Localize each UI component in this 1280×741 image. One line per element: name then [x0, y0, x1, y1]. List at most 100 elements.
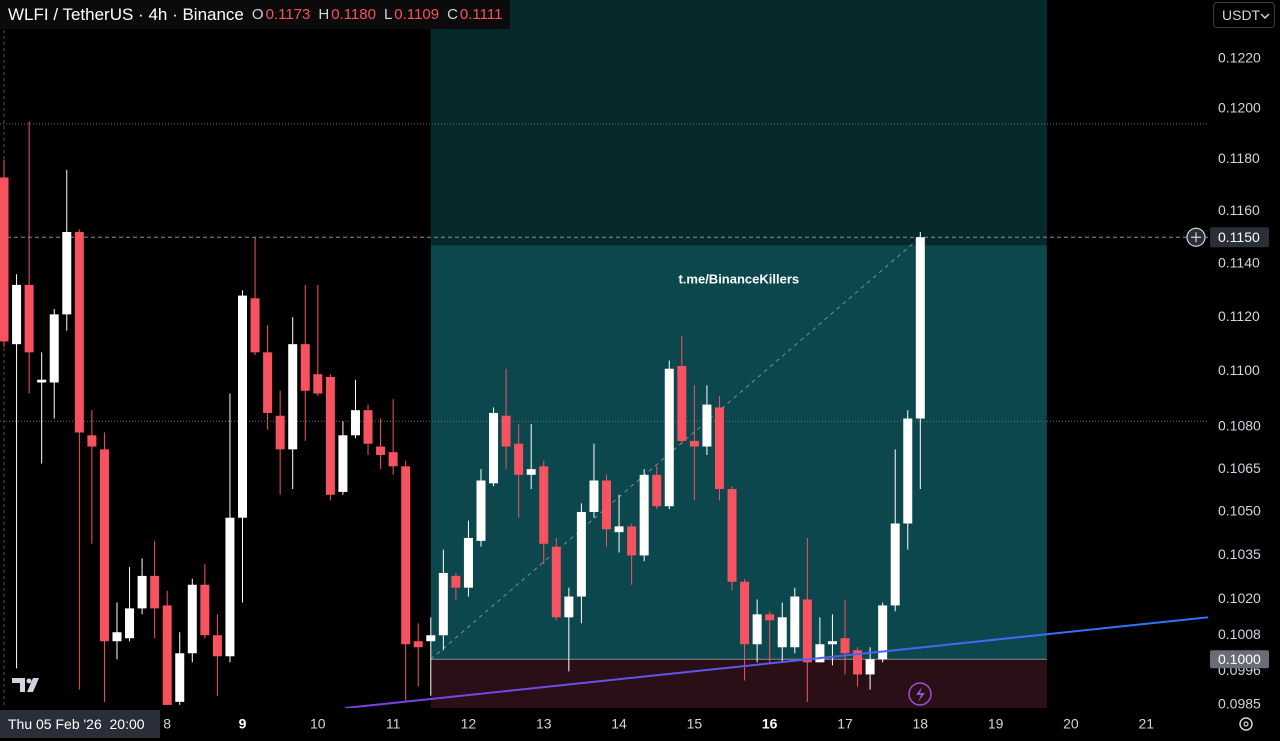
candle-body — [777, 617, 787, 648]
last-price-box — [1210, 227, 1269, 248]
candle-body — [288, 344, 298, 450]
candle-body — [677, 366, 687, 441]
currency-label: USDT — [1222, 7, 1261, 23]
candle-body — [903, 418, 913, 524]
candle-body — [426, 635, 436, 642]
candle-body — [727, 489, 737, 582]
candle-body — [827, 641, 837, 645]
candle-body — [627, 526, 637, 556]
candle-body — [614, 526, 624, 533]
candle-body — [350, 410, 360, 436]
ohlc-key: H — [318, 6, 330, 23]
candle-body — [212, 635, 222, 657]
candle-body — [501, 415, 511, 447]
y-tick-label: 0.1120 — [1218, 308, 1260, 324]
candle-body — [12, 284, 22, 345]
y-tick-label: 0.1035 — [1218, 546, 1261, 562]
currency-dropdown[interactable]: USDT — [1213, 2, 1275, 28]
candle-body — [702, 404, 712, 447]
tradingview-logo — [12, 678, 39, 692]
candle-body — [714, 407, 724, 490]
candle-body — [551, 546, 561, 618]
candle-body — [890, 523, 900, 606]
settings-icon[interactable] — [1239, 717, 1253, 731]
candle-body — [112, 632, 122, 642]
ohlc-value: 0.1173 — [265, 6, 311, 23]
symbol-title: WLFI / TetherUS · 4h · Binance — [8, 4, 244, 24]
candle-body — [740, 581, 750, 645]
y-tick-label: 0.1065 — [1218, 460, 1261, 476]
candle-body — [313, 374, 323, 394]
candle-body — [915, 237, 925, 419]
y-tick-label: 0.0985 — [1218, 696, 1261, 712]
y-tick-label: 0.1080 — [1218, 418, 1261, 434]
x-tick-label: 18 — [913, 716, 929, 732]
candle-body — [49, 314, 59, 383]
candle-body — [476, 480, 486, 541]
candle-body — [589, 480, 599, 512]
candle-body — [275, 415, 285, 450]
candle-body — [853, 650, 863, 675]
ohlc-value: 0.1111 — [459, 6, 503, 23]
ohlc-key: L — [383, 6, 393, 23]
candle-body — [689, 440, 699, 447]
ohlc-key: C — [447, 6, 458, 23]
x-tick-label: 15 — [687, 716, 703, 732]
x-tick-label: 8 — [163, 716, 171, 732]
candle-body — [200, 584, 210, 636]
candle-body — [401, 466, 411, 645]
candle-body — [37, 379, 47, 383]
ohlc-value: 0.1109 — [394, 6, 440, 23]
position-diagonal — [430, 236, 921, 660]
x-tick-label: 16 — [762, 716, 778, 732]
x-tick-label: 9 — [239, 716, 247, 732]
candle-body — [125, 608, 135, 639]
chevron-icon — [1260, 13, 1270, 20]
last-price-label: 0.1150 — [1218, 229, 1260, 245]
ohlc-key: O — [251, 6, 264, 23]
candle-body — [652, 474, 662, 507]
watermark: t.me/BinanceKillers — [678, 271, 799, 286]
candle-body — [664, 368, 674, 507]
candle-body — [602, 480, 612, 530]
candle-body — [325, 376, 335, 495]
candle-body — [376, 446, 386, 455]
x-tick-label: 11 — [386, 716, 401, 732]
candle-body — [878, 605, 888, 660]
flash-icon — [908, 682, 932, 706]
crosshair-time-label: Thu 05 Feb '26 20:00 — [0, 710, 160, 738]
candle-body — [576, 511, 586, 597]
x-tick-label: 14 — [611, 716, 627, 732]
flash-bolt — [916, 687, 925, 702]
x-tick-label: 19 — [988, 716, 1004, 732]
ohlc-value: 0.1180 — [331, 6, 376, 23]
candle-body — [250, 298, 260, 353]
y-tick-label: 0.1050 — [1218, 503, 1261, 519]
candle-body — [451, 575, 461, 588]
candle-body — [438, 572, 448, 636]
candle-body — [338, 435, 348, 492]
candle-body — [62, 232, 72, 315]
candle-body — [865, 659, 875, 675]
candle-body — [526, 469, 536, 475]
candle-body — [539, 466, 549, 544]
entry-price-box — [1210, 650, 1269, 669]
y-tick-label: 0.1180 — [1218, 150, 1260, 166]
candle-body — [187, 584, 197, 654]
candle-body — [802, 599, 812, 663]
target-upper-zone — [430, 0, 1047, 246]
candle-body — [24, 284, 34, 353]
candle-body — [639, 474, 649, 556]
candle-body — [300, 344, 310, 391]
candle-body — [150, 575, 160, 609]
candle-body — [87, 435, 97, 447]
candle-body — [0, 177, 9, 342]
tradingview-logo-dot — [26, 678, 32, 684]
candle-body — [175, 653, 185, 702]
settings-icon-hub — [1243, 721, 1249, 727]
candle-body — [99, 449, 109, 642]
candle-body — [765, 614, 775, 621]
x-tick-label: 13 — [536, 716, 552, 732]
